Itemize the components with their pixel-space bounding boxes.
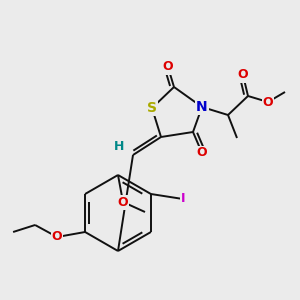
Text: S: S [147, 101, 157, 115]
Text: H: H [114, 140, 124, 154]
Text: I: I [181, 193, 185, 206]
Text: O: O [197, 146, 207, 160]
Text: O: O [238, 68, 248, 82]
Text: N: N [196, 100, 208, 114]
Text: O: O [118, 196, 128, 208]
Text: O: O [163, 61, 173, 74]
Text: O: O [263, 95, 273, 109]
Text: O: O [52, 230, 62, 244]
